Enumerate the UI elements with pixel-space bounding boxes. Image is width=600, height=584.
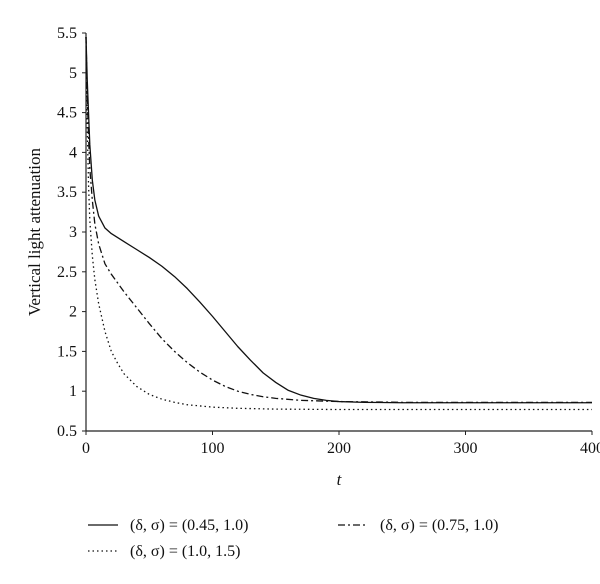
legend-label: (δ, σ) = (1.0, 1.5) xyxy=(130,543,241,560)
series-group xyxy=(85,36,592,411)
legend-label: (δ, σ) = (0.75, 1.0) xyxy=(380,517,499,534)
y-tick-label: 0.5 xyxy=(57,423,77,440)
axes xyxy=(85,33,592,432)
x-tick-label: 300 xyxy=(454,440,478,457)
y-tick-label: 4 xyxy=(69,144,77,161)
y-axis-title: Vertical light attenuation xyxy=(25,147,44,316)
y-tick-label: 1.5 xyxy=(57,343,77,360)
legend-label: (δ, σ) = (0.45, 1.0) xyxy=(130,517,249,534)
y-tick-label: 3.5 xyxy=(57,184,77,201)
y-tick-label: 2 xyxy=(69,304,77,321)
legend: (δ, σ) = (0.45, 1.0) (δ, σ) = (0.75, 1.0)… xyxy=(88,517,499,560)
legend-item: (δ, σ) = (1.0, 1.5) xyxy=(88,543,241,560)
y-tick-label: 4.5 xyxy=(57,105,77,122)
series-line-1 xyxy=(85,36,592,404)
x-ticks: 0 100 200 300 400 xyxy=(82,431,600,457)
x-axis-title: t xyxy=(337,470,343,489)
y-tick-label: 5.5 xyxy=(57,25,77,42)
y-tick-label: 2.5 xyxy=(57,264,77,281)
x-tick-label: 200 xyxy=(327,440,351,457)
series-line-3 xyxy=(85,36,592,411)
x-tick-label: 0 xyxy=(82,440,90,457)
y-tick-label: 1 xyxy=(69,383,77,400)
legend-item: (δ, σ) = (0.75, 1.0) xyxy=(338,517,499,534)
series-line-2 xyxy=(85,36,592,403)
x-tick-label: 400 xyxy=(580,440,600,457)
y-tick-label: 3 xyxy=(69,224,77,241)
y-ticks: 0.5 1 1.5 2 2.5 3 3.5 4 4.5 5 5.5 xyxy=(57,25,86,440)
legend-item: (δ, σ) = (0.45, 1.0) xyxy=(88,517,249,534)
y-tick-label: 5 xyxy=(69,65,77,82)
x-tick-label: 100 xyxy=(201,440,225,457)
